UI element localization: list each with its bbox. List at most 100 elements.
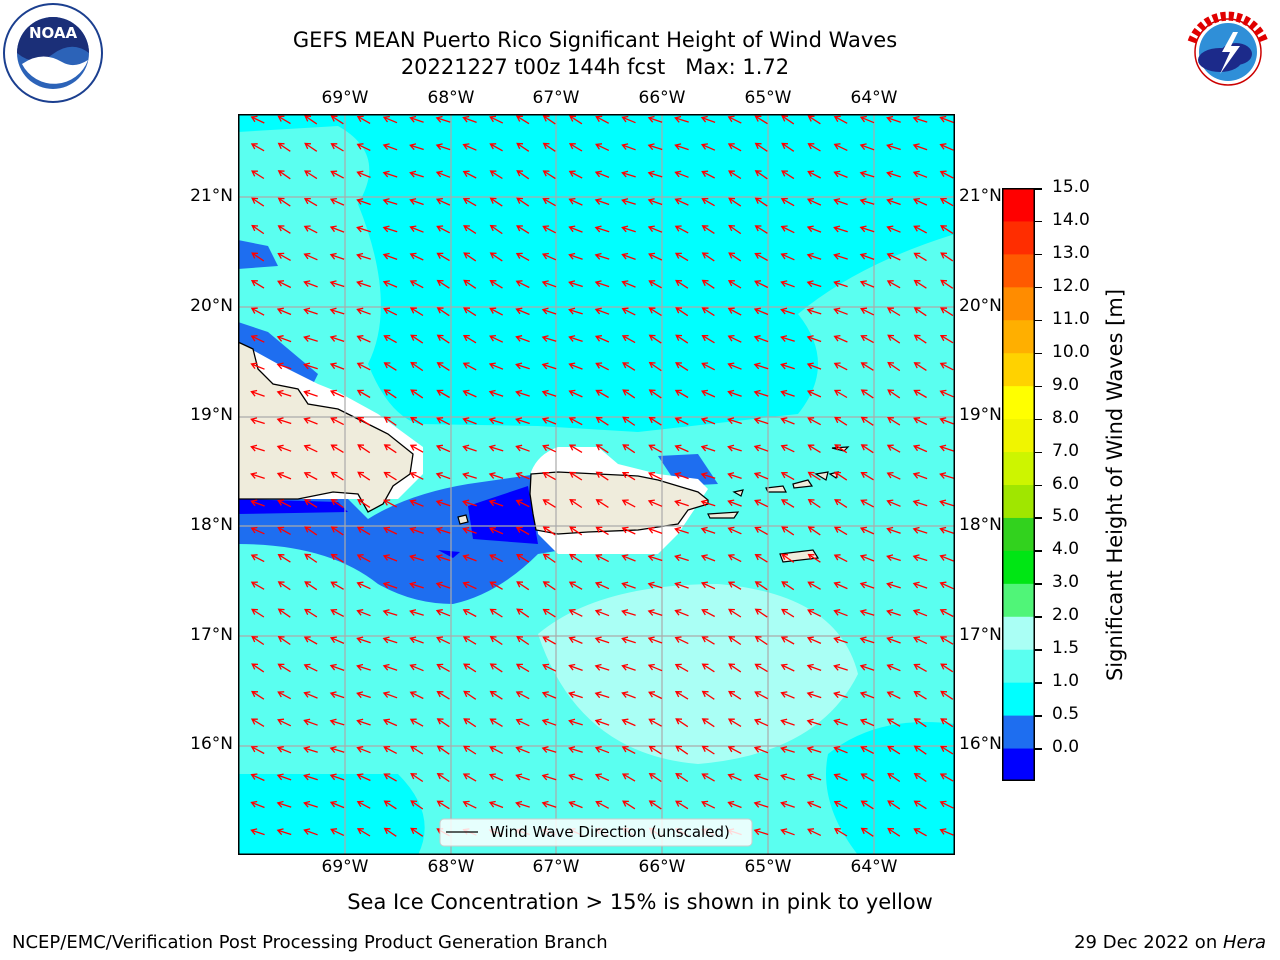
wind-arrow [435, 554, 451, 562]
wind-arrow [594, 746, 610, 754]
wind-arrow [435, 197, 451, 206]
colorbar-tick-label: 0.5 [1052, 704, 1080, 725]
wind-arrow [728, 224, 742, 235]
wind-arrow [621, 115, 636, 124]
colorbar-tick-label: 6.0 [1052, 473, 1080, 494]
wind-arrow [303, 280, 318, 288]
wind-arrow [463, 252, 477, 262]
wind-arrow [462, 581, 477, 590]
wind-arrow [330, 608, 344, 617]
wind-arrow [329, 691, 345, 699]
wind-arrow [277, 499, 292, 508]
wind-arrow [781, 142, 795, 152]
wind-arrow [410, 827, 424, 837]
wind-arrow [648, 252, 663, 261]
colorbar-tick-mark [1035, 451, 1042, 454]
wind-arrow [462, 773, 477, 782]
wind-arrow [728, 608, 742, 618]
wind-arrow [780, 362, 795, 370]
wind-arrow [595, 389, 609, 399]
wind-arrow [834, 499, 848, 508]
wind-arrow [622, 362, 636, 371]
wind-arrow [621, 280, 636, 288]
wind-arrow [463, 225, 477, 234]
wind-arrow [727, 773, 742, 781]
wind-arrow [701, 800, 716, 809]
wind-arrow [939, 115, 954, 124]
wind-arrow [621, 526, 636, 535]
wind-arrow [806, 663, 822, 672]
wind-arrow [913, 663, 927, 672]
wind-arrow [940, 279, 954, 289]
wind-arrow [647, 499, 663, 507]
wind-arrow [568, 581, 583, 590]
wind-arrow [568, 417, 583, 426]
wind-arrow [886, 198, 901, 206]
wind-arrow [409, 252, 424, 261]
wind-arrow [329, 252, 345, 260]
wind-arrow [754, 608, 768, 618]
wind-arrow [488, 526, 504, 535]
wind-arrow [568, 636, 583, 644]
wind-arrow [409, 609, 424, 616]
sea-ice-note: Sea Ice Concentration > 15% is shown in … [347, 890, 933, 914]
wind-arrow [382, 170, 398, 178]
wind-arrow [251, 252, 265, 262]
lat-tick-right: 20°N [959, 296, 1002, 316]
wind-arrow [780, 307, 795, 315]
wind-arrow [701, 252, 715, 262]
wind-arrow [329, 746, 345, 753]
wind-arrow [330, 581, 344, 590]
wind-arrow [807, 417, 822, 426]
wind-arrow [674, 609, 689, 617]
wind-arrow [754, 499, 769, 508]
wind-arrow [674, 554, 689, 562]
wind-arrow [886, 636, 901, 644]
wind-arrow [860, 773, 874, 782]
wind-arrow [780, 389, 795, 397]
colorbar-tick-mark [1035, 517, 1042, 519]
wind-arrow [939, 773, 954, 782]
colorbar-segment [1002, 682, 1035, 716]
wind-arrow [410, 389, 424, 399]
wind-arrow [728, 252, 742, 262]
wind-arrow [410, 745, 424, 755]
wind-arrow [647, 170, 663, 178]
wind-arrow [462, 636, 477, 645]
wind-arrow [382, 554, 398, 562]
wind-arrow [753, 718, 769, 727]
wind-arrow [939, 362, 954, 371]
wind-arrow [330, 828, 345, 836]
wind-arrow [357, 444, 371, 454]
wind-arrow [701, 279, 715, 289]
colorbar-tick-label: 1.5 [1052, 638, 1080, 659]
wind-arrow [462, 115, 477, 124]
wind-arrow [304, 170, 318, 180]
colorbar-tick-label: 4.0 [1052, 539, 1080, 560]
wind-arrow [594, 307, 610, 315]
wind-arrow [409, 225, 424, 233]
wind-arrow [753, 800, 769, 808]
wind-arrow [277, 225, 291, 234]
wind-arrow [383, 389, 397, 399]
wind-arrow [860, 827, 874, 837]
wind-arrow [542, 444, 557, 453]
wind-arrow [887, 800, 901, 810]
wind-arrow [568, 143, 583, 152]
wind-arrow [409, 198, 424, 206]
wind-arrow [648, 389, 662, 399]
wind-arrow [568, 307, 583, 315]
wind-arrow [304, 115, 318, 125]
colorbar-label: Significant Height of Wind Waves [m] [1103, 288, 1127, 682]
wind-arrow [303, 225, 318, 234]
wind-arrow [939, 417, 954, 425]
wind-arrow [621, 773, 636, 782]
wind-arrow [435, 499, 451, 507]
wind-arrow [727, 444, 742, 452]
colorbar-segment [1002, 319, 1035, 354]
wind-arrow [462, 170, 477, 179]
wind-arrow [303, 389, 318, 397]
wind-arrow [701, 663, 715, 673]
wind-arrow [303, 362, 318, 370]
wind-arrow [250, 280, 265, 289]
